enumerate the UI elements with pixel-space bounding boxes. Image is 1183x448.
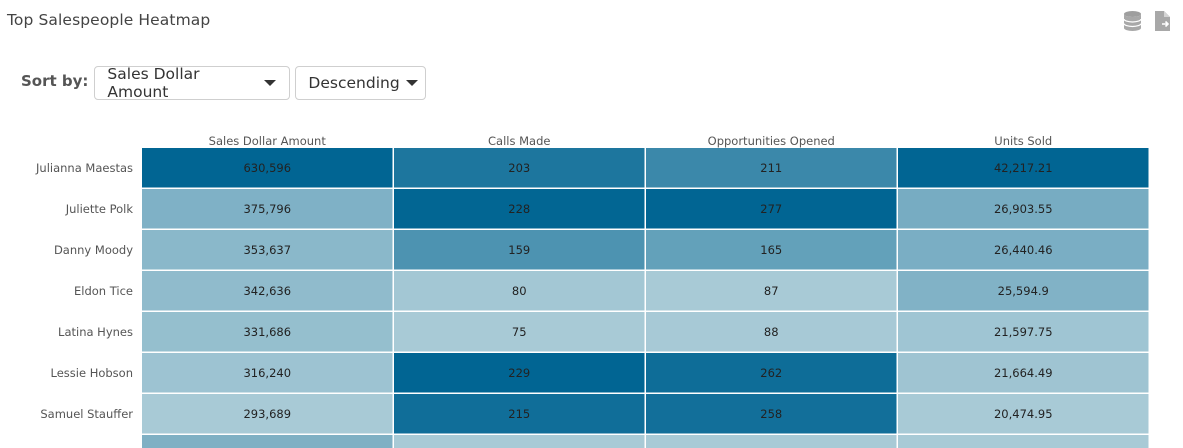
heatmap-cell[interactable] [142, 312, 393, 352]
chevron-down-icon [264, 80, 277, 86]
heatmap-cell[interactable] [898, 312, 1149, 352]
heatmap-cell[interactable] [646, 312, 897, 352]
sort-field-dropdown[interactable]: Sales Dollar Amount [94, 65, 291, 101]
sort-order-dropdown[interactable]: Descending [295, 66, 427, 100]
heatmap-cell[interactable] [142, 230, 393, 270]
heatmap-cell[interactable] [394, 189, 645, 229]
toolbar-icons [1123, 10, 1172, 32]
column-header: Units Sold [994, 134, 1052, 148]
heatmap-cell[interactable] [394, 271, 645, 311]
heatmap-cell[interactable] [142, 394, 393, 434]
row-label: Juliette Polk [65, 202, 134, 216]
row-label: Eldon Tice [74, 284, 133, 298]
heatmap-cell[interactable] [898, 394, 1149, 434]
column-header: Opportunities Opened [708, 134, 835, 148]
heatmap-cell[interactable] [898, 148, 1149, 188]
chevron-down-icon [405, 80, 418, 86]
page-title: Top Salespeople Heatmap [7, 11, 211, 29]
heatmap-cell[interactable] [646, 148, 897, 188]
sort-by-label: Sort by: [21, 72, 89, 90]
heatmap-cell[interactable] [646, 394, 897, 434]
export-file-icon[interactable] [1153, 10, 1172, 32]
heatmap-cell[interactable] [142, 353, 393, 393]
heatmap-cell[interactable] [646, 353, 897, 393]
heatmap-cell[interactable] [646, 230, 897, 270]
sort-controls: Sort by: Sales Dollar Amount Descending [21, 65, 431, 101]
row-label: Lessie Hobson [51, 366, 134, 380]
heatmap-cell[interactable] [394, 230, 645, 270]
row-label: Samuel Stauffer [40, 407, 133, 421]
heatmap-cell[interactable] [898, 189, 1149, 229]
sort-order-value: Descending [308, 74, 400, 92]
heatmap-cell[interactable] [646, 271, 897, 311]
heatmap-cell[interactable] [898, 230, 1149, 270]
heatmap-cell-partial [898, 435, 1149, 448]
row-label: Latina Hynes [58, 325, 133, 339]
heatmap-cell[interactable] [394, 312, 645, 352]
heatmap-cell[interactable] [394, 394, 645, 434]
heatmap-cell[interactable] [394, 148, 645, 188]
row-label: Danny Moody [54, 243, 133, 257]
row-label: Julianna Maestas [35, 161, 133, 175]
heatmap-cell-partial [142, 435, 393, 448]
heatmap-cell[interactable] [142, 271, 393, 311]
heatmap-cell[interactable] [898, 353, 1149, 393]
heatmap-cell-partial [646, 435, 897, 448]
heatmap-cell[interactable] [142, 189, 393, 229]
heatmap-cell-partial [394, 435, 645, 448]
heatmap-cell[interactable] [394, 353, 645, 393]
sort-field-value: Sales Dollar Amount [107, 65, 200, 101]
column-header: Calls Made [488, 134, 550, 148]
heatmap-cell[interactable] [646, 189, 897, 229]
heatmap-cell[interactable] [142, 148, 393, 188]
column-header: Sales Dollar Amount [209, 134, 327, 148]
heatmap-cell[interactable] [898, 271, 1149, 311]
database-icon[interactable] [1123, 10, 1142, 32]
